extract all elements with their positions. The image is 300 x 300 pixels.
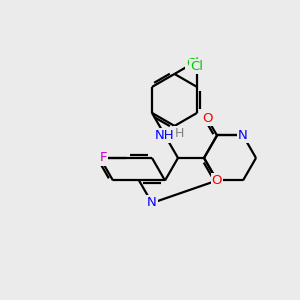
Text: H: H [174,127,184,140]
Text: N: N [147,196,157,209]
Text: F: F [100,152,107,164]
Text: O: O [212,174,222,187]
Text: Cl: Cl [186,57,199,70]
Text: N: N [238,129,248,142]
Text: NH: NH [155,129,175,142]
Text: O: O [202,112,212,125]
Text: Cl: Cl [190,60,203,73]
